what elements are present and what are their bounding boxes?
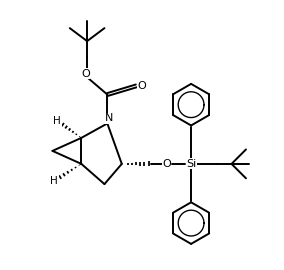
Text: H: H: [50, 176, 58, 186]
Text: O: O: [137, 81, 146, 91]
Text: N: N: [105, 113, 113, 123]
Text: H: H: [53, 116, 61, 126]
Text: Si: Si: [186, 159, 196, 169]
Text: O: O: [162, 159, 171, 169]
Text: O: O: [81, 69, 90, 79]
